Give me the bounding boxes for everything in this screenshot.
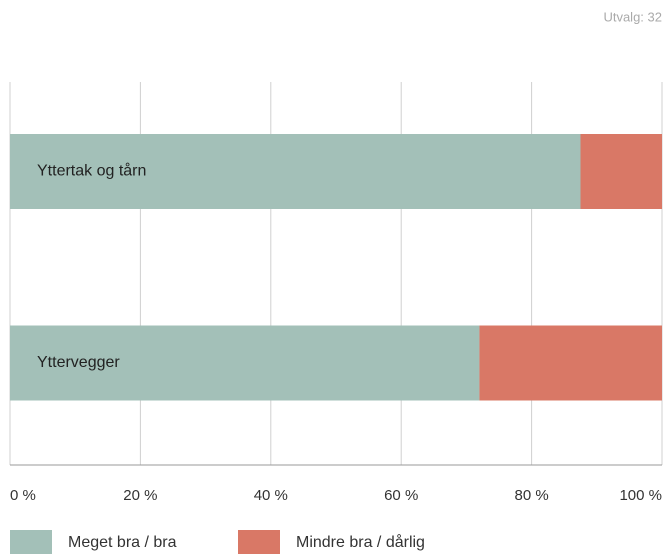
x-tick-label: 60 % (384, 487, 418, 504)
subtitle: Utvalg: 32 (603, 9, 662, 24)
legend-label: Meget bra / bra (68, 534, 177, 551)
x-tick-label: 80 % (514, 487, 548, 504)
x-tick-label: 40 % (254, 487, 288, 504)
bar-segment (10, 134, 581, 209)
x-tick-label: 0 % (10, 487, 36, 504)
legend-label: Mindre bra / dårlig (296, 533, 425, 551)
bar-segment (580, 134, 662, 209)
legend-swatch (238, 530, 280, 554)
bar-segment (479, 325, 662, 401)
legend-swatch (10, 530, 52, 554)
category-label: Yttertak og tårn (37, 162, 146, 180)
x-tick-label: 100 % (619, 487, 662, 504)
x-tick-label: 20 % (123, 487, 157, 504)
category-label: Yttervegger (37, 354, 120, 371)
bar-segment (10, 325, 480, 401)
